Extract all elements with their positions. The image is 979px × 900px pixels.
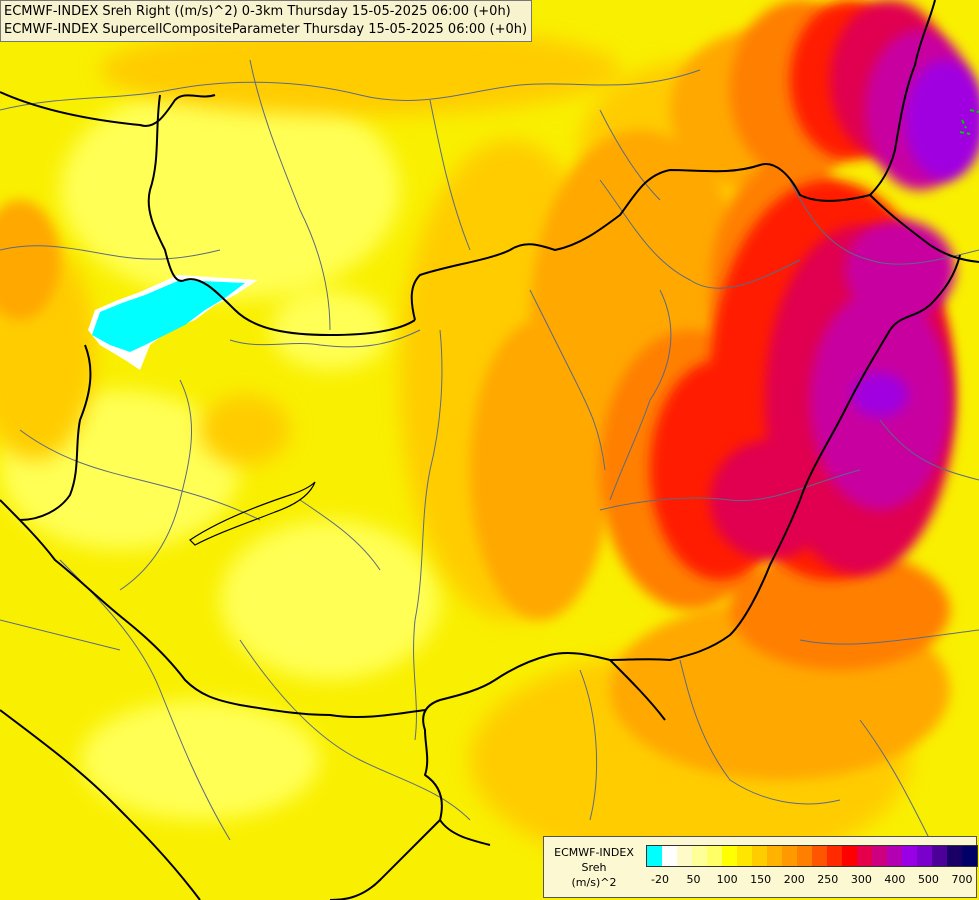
- legend-tick-label: 700: [951, 873, 973, 886]
- map-title-line-2: ECMWF-INDEX SupercellCompositeParameter …: [4, 22, 528, 37]
- legend-swatch: [842, 846, 857, 866]
- legend-swatch: [887, 846, 902, 866]
- negative-helicity-area: [88, 275, 258, 370]
- legend-color-bar: [646, 845, 978, 867]
- lake-outline: [189, 481, 316, 546]
- legend-label: ECMWF-INDEX Sreh (m/s)^2: [546, 845, 642, 890]
- legend-swatch: [767, 846, 782, 866]
- legend-tick-label: 300: [850, 873, 872, 886]
- legend-tick-labels: -20 50 100 150 200 250 300 400 500 700: [646, 873, 976, 889]
- legend-tick-label: 150: [750, 873, 772, 886]
- legend-tick-label: 500: [917, 873, 939, 886]
- scp-contour: [959, 109, 979, 135]
- legend-tick-label: 50: [686, 873, 701, 886]
- regional-borders: [0, 59, 979, 841]
- legend-tick-label: 200: [783, 873, 805, 886]
- legend-tick-label: 250: [817, 873, 839, 886]
- legend-swatch: [917, 846, 932, 866]
- legend-parameter: Sreh: [581, 861, 607, 874]
- field-purple: [852, 60, 979, 417]
- legend-swatch: [857, 846, 872, 866]
- legend-swatch: [737, 846, 752, 866]
- legend-swatch: [947, 846, 962, 866]
- legend-swatch: [677, 846, 692, 866]
- map-title-line-1: ECMWF-INDEX Sreh Right ((m/s)^2) 0-3km T…: [4, 4, 511, 19]
- legend-swatch: [797, 846, 812, 866]
- legend-source: ECMWF-INDEX: [554, 846, 634, 859]
- legend-tick-label: 400: [884, 873, 906, 886]
- legend-swatch: [782, 846, 797, 866]
- color-legend: ECMWF-INDEX Sreh (m/s)^2 -20 50 100 150 200 2…: [543, 836, 978, 898]
- legend-tick-label: -20: [651, 873, 669, 886]
- legend-swatch: [902, 846, 917, 866]
- legend-swatch: [752, 846, 767, 866]
- legend-swatch: [872, 846, 887, 866]
- legend-swatch: [962, 846, 977, 866]
- legend-swatch: [827, 846, 842, 866]
- legend-tick-label: 100: [716, 873, 738, 886]
- legend-unit: (m/s)^2: [571, 876, 617, 889]
- legend-swatch: [812, 846, 827, 866]
- legend-swatch: [647, 846, 662, 866]
- map-title-box: ECMWF-INDEX Sreh Right ((m/s)^2) 0-3km T…: [0, 0, 533, 42]
- legend-swatch: [707, 846, 722, 866]
- legend-swatch: [932, 846, 947, 866]
- legend-swatch: [662, 846, 677, 866]
- legend-swatch: [692, 846, 707, 866]
- legend-swatch: [722, 846, 737, 866]
